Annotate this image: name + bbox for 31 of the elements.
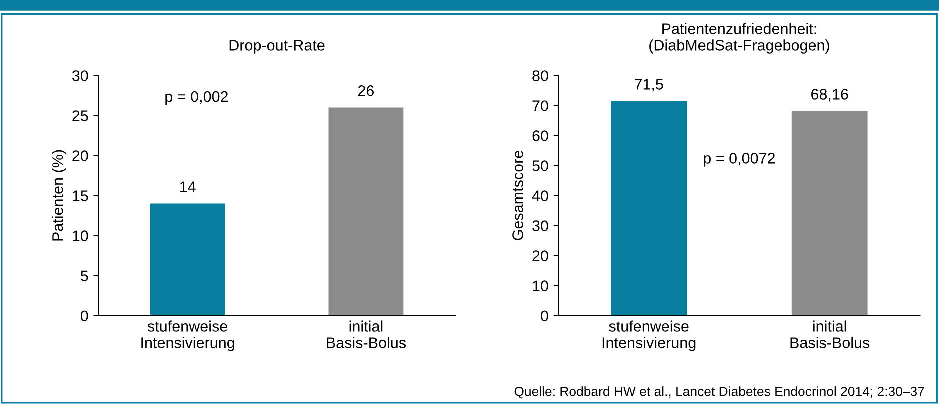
y-tick-label: 30 bbox=[532, 220, 548, 232]
y-tick-label: 10 bbox=[73, 230, 88, 242]
x-tick-label: initial Basis-Bolus bbox=[327, 320, 406, 348]
y-tick-label: 15 bbox=[73, 190, 88, 202]
y-tick-label: 60 bbox=[532, 130, 548, 142]
y-tick-label: 0 bbox=[541, 310, 548, 322]
data-label: 26 bbox=[358, 86, 374, 96]
y-axis-title: Patienten (%) bbox=[52, 150, 66, 241]
data-label: 71,5 bbox=[635, 79, 664, 92]
x-tick-label: stufenweise Intensivierung bbox=[602, 320, 696, 352]
annotation: p = 0,002 bbox=[166, 91, 228, 106]
y-tick-label: 30 bbox=[72, 70, 88, 82]
x-tick-label: stufenweise Intensivierung bbox=[142, 320, 234, 352]
y-tick-label: 80 bbox=[532, 70, 548, 82]
y-tick-label: 40 bbox=[532, 190, 548, 202]
y-tick-label: 0 bbox=[80, 310, 88, 322]
chart-title: Patientenzufriedenheit: (DiabMedSat-Fragebogen) bbox=[650, 23, 830, 54]
y-tick-label: 20 bbox=[72, 150, 88, 162]
y-tick-label: 5 bbox=[80, 270, 88, 282]
annotation: p = 0,0072 bbox=[704, 153, 776, 167]
y-tick-label: 70 bbox=[532, 100, 548, 112]
y-tick-label: 10 bbox=[533, 280, 548, 292]
chart-title: Drop-out-Rate bbox=[230, 40, 325, 54]
source-note: Quelle: Rodbard HW et al., Lancet Diabetes Endocrinol 2014; 2:30–37 bbox=[514, 386, 924, 399]
y-tick-label: 50 bbox=[532, 160, 548, 172]
y-tick-label: 20 bbox=[532, 250, 548, 262]
y-axis-title: Gesamtscore bbox=[512, 151, 524, 240]
data-label: 14 bbox=[180, 182, 196, 192]
data-label: 68,16 bbox=[812, 89, 848, 102]
y-tick-label: 25 bbox=[72, 110, 88, 122]
x-tick-label: initial Basis-Bolus bbox=[790, 320, 870, 348]
